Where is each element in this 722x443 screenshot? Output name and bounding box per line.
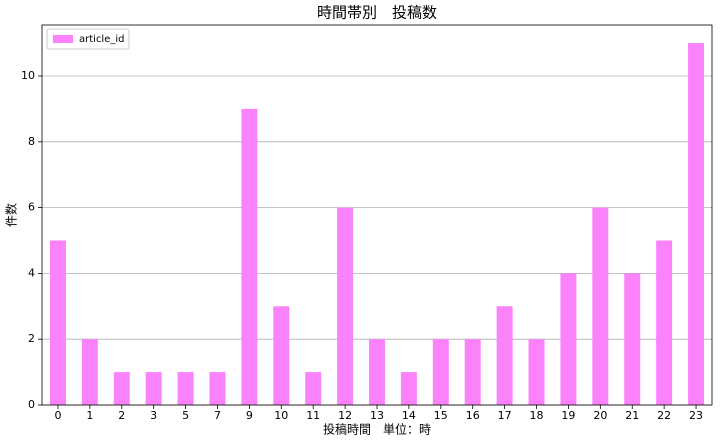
legend-swatch — [53, 35, 73, 43]
legend-label: article_id — [79, 34, 125, 45]
bar — [496, 306, 513, 405]
y-tick-label: 6 — [28, 201, 35, 214]
bar — [113, 372, 130, 405]
chart-title: 時間帯別 投稿数 — [317, 4, 437, 22]
bar — [464, 339, 481, 405]
bar — [560, 273, 577, 405]
x-tick-label: 20 — [593, 409, 607, 422]
x-tick-label: 1 — [86, 409, 93, 422]
x-tick-label: 11 — [306, 409, 320, 422]
x-tick-label: 23 — [689, 409, 703, 422]
bar — [656, 240, 673, 405]
x-tick-label: 13 — [370, 409, 384, 422]
x-tick-label: 0 — [54, 409, 61, 422]
bar — [528, 339, 545, 405]
x-tick-label: 21 — [625, 409, 639, 422]
bar — [624, 273, 641, 405]
legend-box — [46, 28, 130, 50]
bar — [592, 207, 609, 405]
bar — [369, 339, 385, 405]
bar — [432, 339, 449, 405]
x-tick-label: 16 — [466, 409, 480, 422]
x-tick-label: 14 — [402, 409, 416, 422]
y-tick-label: 10 — [21, 69, 35, 82]
bar — [145, 372, 162, 405]
y-tick-label: 4 — [28, 266, 35, 279]
y-tick-label: 0 — [28, 398, 35, 411]
y-axis-label: 件数 — [4, 203, 19, 227]
x-tick-label: 18 — [530, 409, 544, 422]
x-tick-label: 22 — [657, 409, 671, 422]
bar — [49, 240, 66, 405]
bar — [305, 372, 322, 405]
x-tick-label: 9 — [246, 409, 253, 422]
bar — [400, 372, 417, 405]
bar — [337, 207, 354, 405]
x-tick-label: 15 — [434, 409, 448, 422]
bar — [273, 306, 290, 405]
x-tick-label: 5 — [182, 409, 189, 422]
x-tick-label: 19 — [561, 409, 575, 422]
bar — [177, 372, 194, 405]
x-axis-label: 投稿時間 単位：時 — [323, 422, 431, 437]
x-tick-label: 17 — [498, 409, 512, 422]
x-tick-label: 3 — [150, 409, 157, 422]
x-tick-label: 7 — [214, 409, 221, 422]
x-tick-label: 2 — [118, 409, 125, 422]
bar — [81, 339, 98, 405]
y-tick-label: 2 — [28, 332, 35, 345]
x-tick-label: 12 — [338, 409, 352, 422]
plot-frame — [41, 24, 713, 406]
x-tick-label: 10 — [274, 409, 288, 422]
y-tick-label: 8 — [28, 135, 35, 148]
bar — [241, 108, 258, 405]
bar — [688, 43, 705, 405]
bar — [209, 372, 226, 405]
